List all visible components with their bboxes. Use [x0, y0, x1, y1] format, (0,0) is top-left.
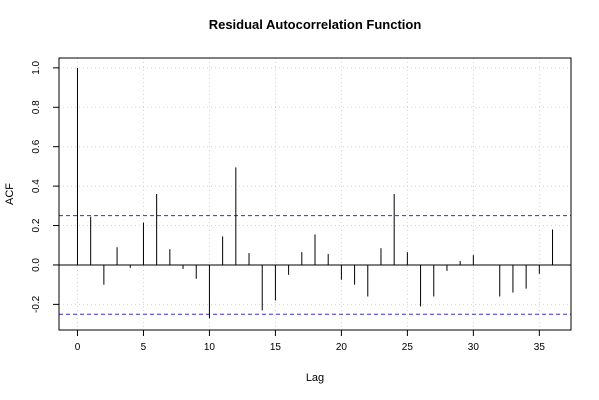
acf-bars	[76, 67, 554, 319]
y-tick-label: 0.4	[31, 179, 42, 193]
y-tick-label: 0.8	[31, 100, 42, 114]
y-tick-label: 0.2	[31, 218, 42, 232]
y-axis: -0.2 0.0 0.2 0.4 0.6 0.8 1.0	[31, 60, 59, 313]
x-axis: 0 5 10 15 20 25 30 35	[75, 330, 546, 353]
x-axis-label: Lag	[306, 372, 324, 384]
grid	[59, 58, 571, 330]
x-tick-label: 15	[270, 342, 282, 353]
x-tick-label: 25	[402, 342, 414, 353]
confidence-bounds	[59, 215, 571, 315]
x-tick-label: 35	[534, 342, 546, 353]
x-tick-label: 10	[204, 342, 216, 353]
x-tick-label: 5	[141, 342, 147, 353]
y-axis-label: ACF	[4, 183, 16, 205]
y-tick-label: -0.2	[31, 295, 42, 313]
chart-title: Residual Autocorrelation Function	[209, 17, 422, 32]
x-tick-label: 30	[468, 342, 480, 353]
y-tick-label: 1.0	[31, 60, 42, 74]
x-tick-label: 0	[75, 342, 81, 353]
y-tick-label: 0.6	[31, 139, 42, 153]
y-tick-label: 0.0	[31, 258, 42, 272]
plot-frame	[58, 57, 572, 331]
x-tick-label: 20	[336, 342, 348, 353]
